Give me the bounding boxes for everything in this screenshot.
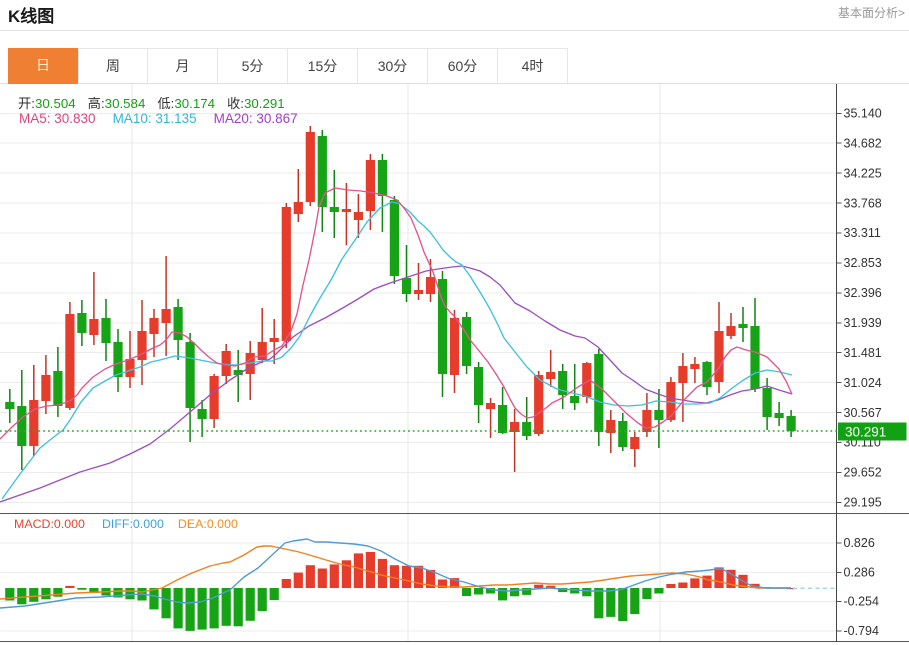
- svg-text:29.195: 29.195: [844, 496, 882, 510]
- svg-text:31.939: 31.939: [844, 316, 882, 330]
- svg-text:32.396: 32.396: [844, 286, 882, 300]
- svg-text:34.682: 34.682: [844, 136, 882, 150]
- svg-text:33.311: 33.311: [844, 226, 881, 240]
- svg-text:29.652: 29.652: [844, 466, 882, 480]
- svg-text:32.853: 32.853: [844, 256, 882, 270]
- svg-text:35.140: 35.140: [844, 107, 882, 121]
- svg-text:31.024: 31.024: [844, 376, 882, 390]
- svg-text:30.567: 30.567: [844, 406, 882, 420]
- svg-text:0.826: 0.826: [844, 536, 875, 550]
- svg-text:34.225: 34.225: [844, 166, 882, 180]
- svg-text:30.291: 30.291: [845, 425, 886, 440]
- svg-text:0.286: 0.286: [844, 566, 875, 580]
- svg-text:-0.794: -0.794: [844, 624, 879, 638]
- svg-text:31.481: 31.481: [844, 346, 882, 360]
- svg-text:33.768: 33.768: [844, 196, 882, 210]
- svg-text:-0.254: -0.254: [844, 595, 879, 609]
